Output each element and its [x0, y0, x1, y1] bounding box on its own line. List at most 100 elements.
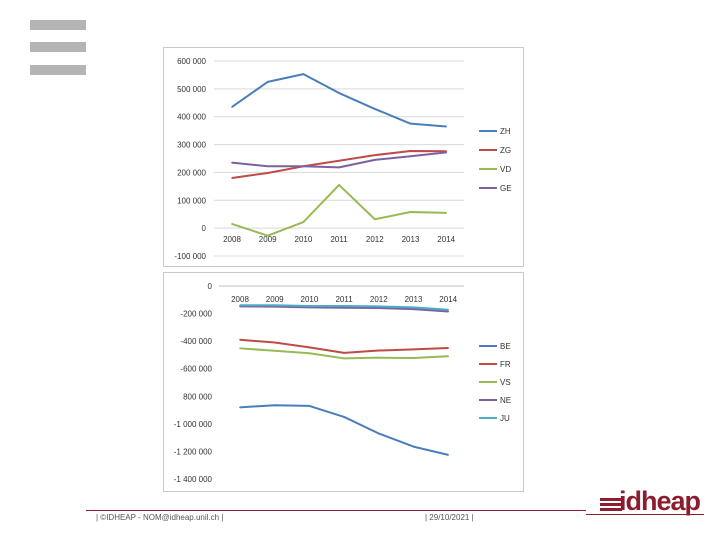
data-point-be — [412, 445, 415, 448]
data-point-vs — [239, 347, 241, 350]
data-point-vs — [273, 349, 276, 352]
x-tick-label: 2014 — [439, 295, 457, 304]
data-point-vs — [343, 357, 345, 360]
data-point-zh — [338, 92, 340, 94]
data-point-vs — [447, 355, 450, 358]
chart-negative-cantons: 0 -200 000 -400 000 -600 000 800 000 -1 000 0… — [163, 272, 524, 492]
data-point-ne — [378, 307, 380, 309]
data-point-zg — [338, 159, 340, 162]
x-tick-label: 2009 — [259, 235, 277, 244]
y-tick-label: -600 000 — [180, 365, 212, 374]
data-point-be — [308, 405, 311, 407]
y-tick-label: -400 000 — [180, 337, 212, 346]
data-point-be — [273, 404, 276, 407]
data-point-ju — [273, 304, 276, 307]
x-tick-label: 2011 — [335, 295, 353, 304]
data-point-vs — [378, 356, 380, 359]
y-tick-label: 0 — [208, 282, 213, 291]
data-point-fr — [308, 346, 311, 349]
data-point-vd — [266, 234, 269, 237]
x-tick-label: 2009 — [266, 295, 284, 304]
data-point-vd — [302, 221, 305, 223]
legend-label-vs: VS — [500, 378, 511, 387]
data-point-fr — [239, 338, 241, 341]
data-point-fr — [378, 349, 380, 352]
data-point-zh — [409, 122, 412, 125]
x-tick-label: 2012 — [370, 295, 388, 304]
data-point-vs — [308, 352, 311, 355]
legend-label-be: BE — [500, 342, 511, 351]
data-point-vd — [445, 212, 448, 214]
data-point-ne — [447, 310, 450, 313]
data-point-zg — [409, 150, 412, 152]
data-point-ge — [409, 155, 412, 158]
data-point-be — [447, 454, 450, 456]
logo-lines-icon — [600, 498, 622, 513]
y-tick-label: -1 400 000 — [174, 475, 213, 484]
y-tick-label: 600 000 — [177, 57, 206, 66]
y-tick-label: 500 000 — [177, 85, 206, 94]
y-tick-label: -100 000 — [174, 252, 206, 261]
y-tick-label: 300 000 — [177, 141, 206, 150]
data-point-ju — [343, 305, 345, 307]
footer-copyright: | ©IDHEAP - NOM@idheap.unil.ch | — [96, 513, 224, 522]
data-point-be — [378, 432, 380, 435]
data-point-zh — [302, 73, 305, 75]
data-point-vd — [374, 218, 376, 221]
y-tick-label: -200 000 — [180, 310, 212, 319]
data-point-vs — [412, 357, 415, 359]
legend-label-ge: GE — [500, 184, 512, 193]
legend-label-vd: VD — [500, 165, 511, 174]
data-point-fr — [343, 352, 345, 354]
menu-bar-1 — [30, 20, 86, 30]
chart-positive-cantons: 600 000 500 000 400 000 300 000 200 000 100 0… — [163, 47, 524, 267]
y-tick-label: 100 000 — [177, 196, 206, 205]
logo-underline — [586, 514, 704, 515]
chart-svg-2: 0 -200 000 -400 000 -600 000 800 000 -1 000 0… — [174, 282, 511, 484]
x-tick-label: 2011 — [330, 235, 348, 244]
data-point-ju — [412, 306, 415, 309]
data-point-ju — [239, 304, 241, 307]
footer-divider — [86, 510, 586, 511]
data-point-ne — [343, 306, 345, 309]
legend-label-zh: ZH — [500, 127, 511, 136]
data-point-be — [343, 416, 345, 418]
menu-bar-2 — [30, 42, 86, 52]
idheap-logo: idheap — [619, 486, 701, 516]
data-point-ge — [302, 165, 305, 168]
data-point-ge — [338, 166, 340, 169]
legend-label-ju: JU — [500, 414, 510, 423]
menu-bar-3 — [30, 65, 86, 75]
footer-date: | 29/10/2021 | — [425, 513, 474, 522]
data-point-ju — [378, 305, 380, 308]
data-point-zh — [445, 125, 448, 128]
data-point-zg — [231, 177, 233, 179]
data-point-fr — [412, 348, 415, 351]
y-tick-label: 200 000 — [177, 168, 206, 177]
y-tick-label: 400 000 — [177, 113, 206, 122]
data-point-ju — [447, 308, 450, 311]
y-tick-label: -1 000 000 — [174, 420, 213, 429]
data-point-ge — [374, 159, 376, 161]
legend-label-fr: FR — [500, 360, 511, 369]
series-line-zh — [231, 73, 447, 128]
data-point-zh — [266, 81, 269, 83]
data-point-zg — [266, 172, 269, 174]
y-tick-label: 800 000 — [183, 392, 212, 401]
legend-label-ne: NE — [500, 396, 511, 405]
data-point-zh — [374, 108, 376, 110]
x-tick-label: 2014 — [437, 235, 455, 244]
data-point-vd — [338, 184, 340, 186]
data-point-ne — [412, 308, 415, 310]
data-point-zh — [231, 106, 233, 108]
y-tick-label: -1 200 000 — [174, 447, 213, 456]
data-point-ge — [231, 161, 233, 164]
data-point-ge — [445, 151, 448, 154]
legend-label-zg: ZG — [500, 146, 511, 155]
y-tick-label: 0 — [202, 224, 207, 233]
x-tick-label: 2010 — [301, 295, 319, 304]
data-point-fr — [273, 341, 276, 344]
x-tick-label: 2013 — [402, 235, 420, 244]
x-tick-label: 2008 — [223, 235, 241, 244]
data-point-vd — [409, 211, 412, 213]
